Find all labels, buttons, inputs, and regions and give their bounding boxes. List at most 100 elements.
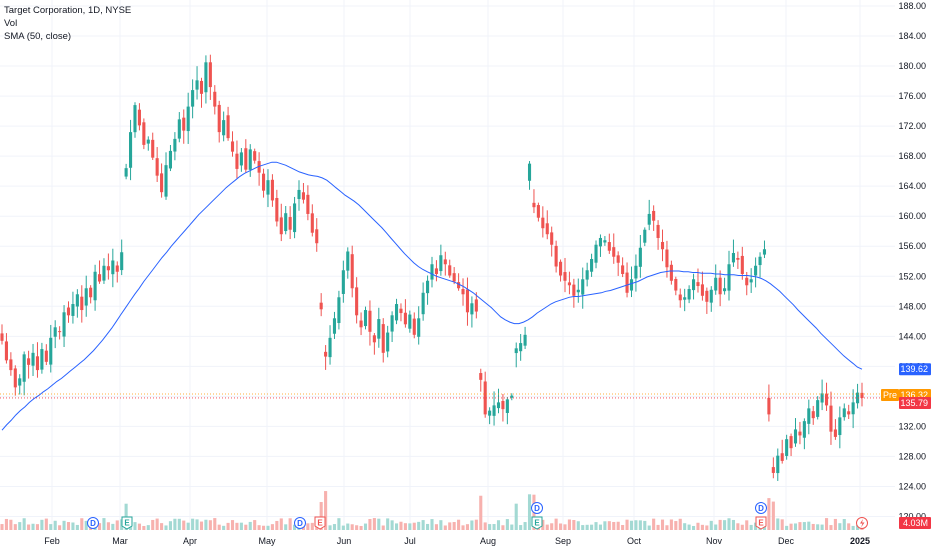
candle-body [731, 252, 735, 263]
candle-body [838, 417, 842, 436]
volume-bar [137, 523, 141, 530]
x-tick-label: Dec [778, 536, 795, 546]
volume-bar [771, 501, 775, 530]
candle-body [718, 277, 722, 295]
y-tick-label: 156.00 [898, 241, 926, 251]
volume-bar [182, 520, 186, 530]
candle-body [430, 264, 434, 280]
candle-body [337, 297, 341, 324]
earnings-icon [314, 516, 326, 530]
candle-body [585, 270, 589, 280]
volume-bar [164, 525, 168, 530]
y-tick-label: 168.00 [898, 151, 926, 161]
volume-bar [514, 503, 518, 530]
candle-body [9, 359, 13, 371]
volume-bar [248, 521, 252, 530]
sma-line [1, 161, 863, 431]
volume-bar [44, 518, 48, 530]
candle-body [647, 213, 651, 225]
volume-bar [421, 520, 425, 530]
candle-body [381, 324, 385, 353]
candle-body [847, 411, 851, 415]
candle-body [488, 410, 492, 416]
candle-body [505, 399, 509, 413]
volume-bar [776, 518, 780, 530]
candle-body [97, 274, 102, 282]
volume-bar [13, 524, 17, 530]
volume-bar [337, 518, 341, 530]
candle-body [434, 268, 438, 275]
candle-body [745, 277, 749, 286]
candle-body [607, 242, 611, 251]
candle-body [133, 105, 137, 133]
volume-bar [58, 525, 62, 530]
volume-bar [572, 519, 576, 530]
candle-body [563, 272, 567, 281]
x-tick-label: May [258, 536, 276, 546]
event-label: E [317, 519, 323, 528]
y-tick-label: 124.00 [898, 481, 926, 491]
time-axis: Feb Mar Apr May Jun Jul Aug Sep Oct Nov Dec 2025 [44, 536, 870, 546]
candle-body [443, 259, 447, 265]
candle-body [603, 240, 607, 243]
candle-body [363, 310, 368, 327]
candle-body [612, 247, 616, 257]
volume-bar [785, 525, 789, 530]
volume-bar [523, 522, 527, 530]
volume-bar [430, 519, 434, 530]
volume-bar [284, 524, 288, 530]
volume-bar [208, 520, 212, 530]
volume-bar [146, 525, 150, 530]
candle-body [310, 213, 314, 233]
candle-body [168, 150, 173, 169]
candle-body [111, 260, 115, 275]
candle-body [780, 453, 784, 461]
volume-bar [346, 523, 350, 530]
candle-body [705, 290, 709, 302]
volume-bar [647, 525, 651, 530]
price-axis-bg [895, 0, 932, 550]
y-tick-label: 180.00 [898, 61, 926, 71]
volume-bar [434, 524, 438, 530]
candle-body [266, 180, 270, 195]
volume-bar [731, 519, 735, 530]
dividend-icon [294, 517, 306, 529]
volume-bar [350, 524, 354, 530]
candle-body [403, 312, 407, 325]
price-lines [0, 393, 895, 399]
volume-bar [856, 524, 860, 530]
volume-bar [603, 521, 607, 530]
price-tag-value: 136.32 [900, 390, 928, 400]
candle-body [421, 292, 425, 315]
candle-body [789, 436, 793, 449]
candle-body [53, 327, 57, 337]
candle-body [793, 429, 798, 444]
candle-body [474, 299, 478, 312]
volume-bar [714, 524, 718, 530]
y-tick-label: 132.00 [898, 421, 926, 431]
candle-body [811, 411, 815, 419]
y-tick-label: 144.00 [898, 331, 926, 341]
volume-bar [501, 525, 505, 530]
event-label: E [124, 519, 130, 528]
volume-bar [838, 523, 842, 530]
volume-bar [842, 519, 846, 530]
candle-body [164, 165, 168, 197]
volume-bar [66, 522, 71, 530]
candle-body [62, 312, 66, 337]
price-tag-value: 135.79 [900, 398, 928, 408]
candle-body [284, 213, 288, 232]
candle-body [833, 429, 837, 437]
x-tick-label: Jul [404, 536, 416, 546]
candle-body [244, 148, 248, 170]
volume-bar [310, 522, 314, 530]
y-tick-label: 152.00 [898, 271, 926, 281]
volume-bar [275, 520, 279, 530]
volume-bar [279, 518, 283, 530]
volume-bar [660, 519, 665, 530]
volume-bar [616, 521, 620, 530]
volume-bar [270, 524, 274, 530]
volume-bar [62, 520, 66, 530]
volume-bar [155, 518, 159, 530]
